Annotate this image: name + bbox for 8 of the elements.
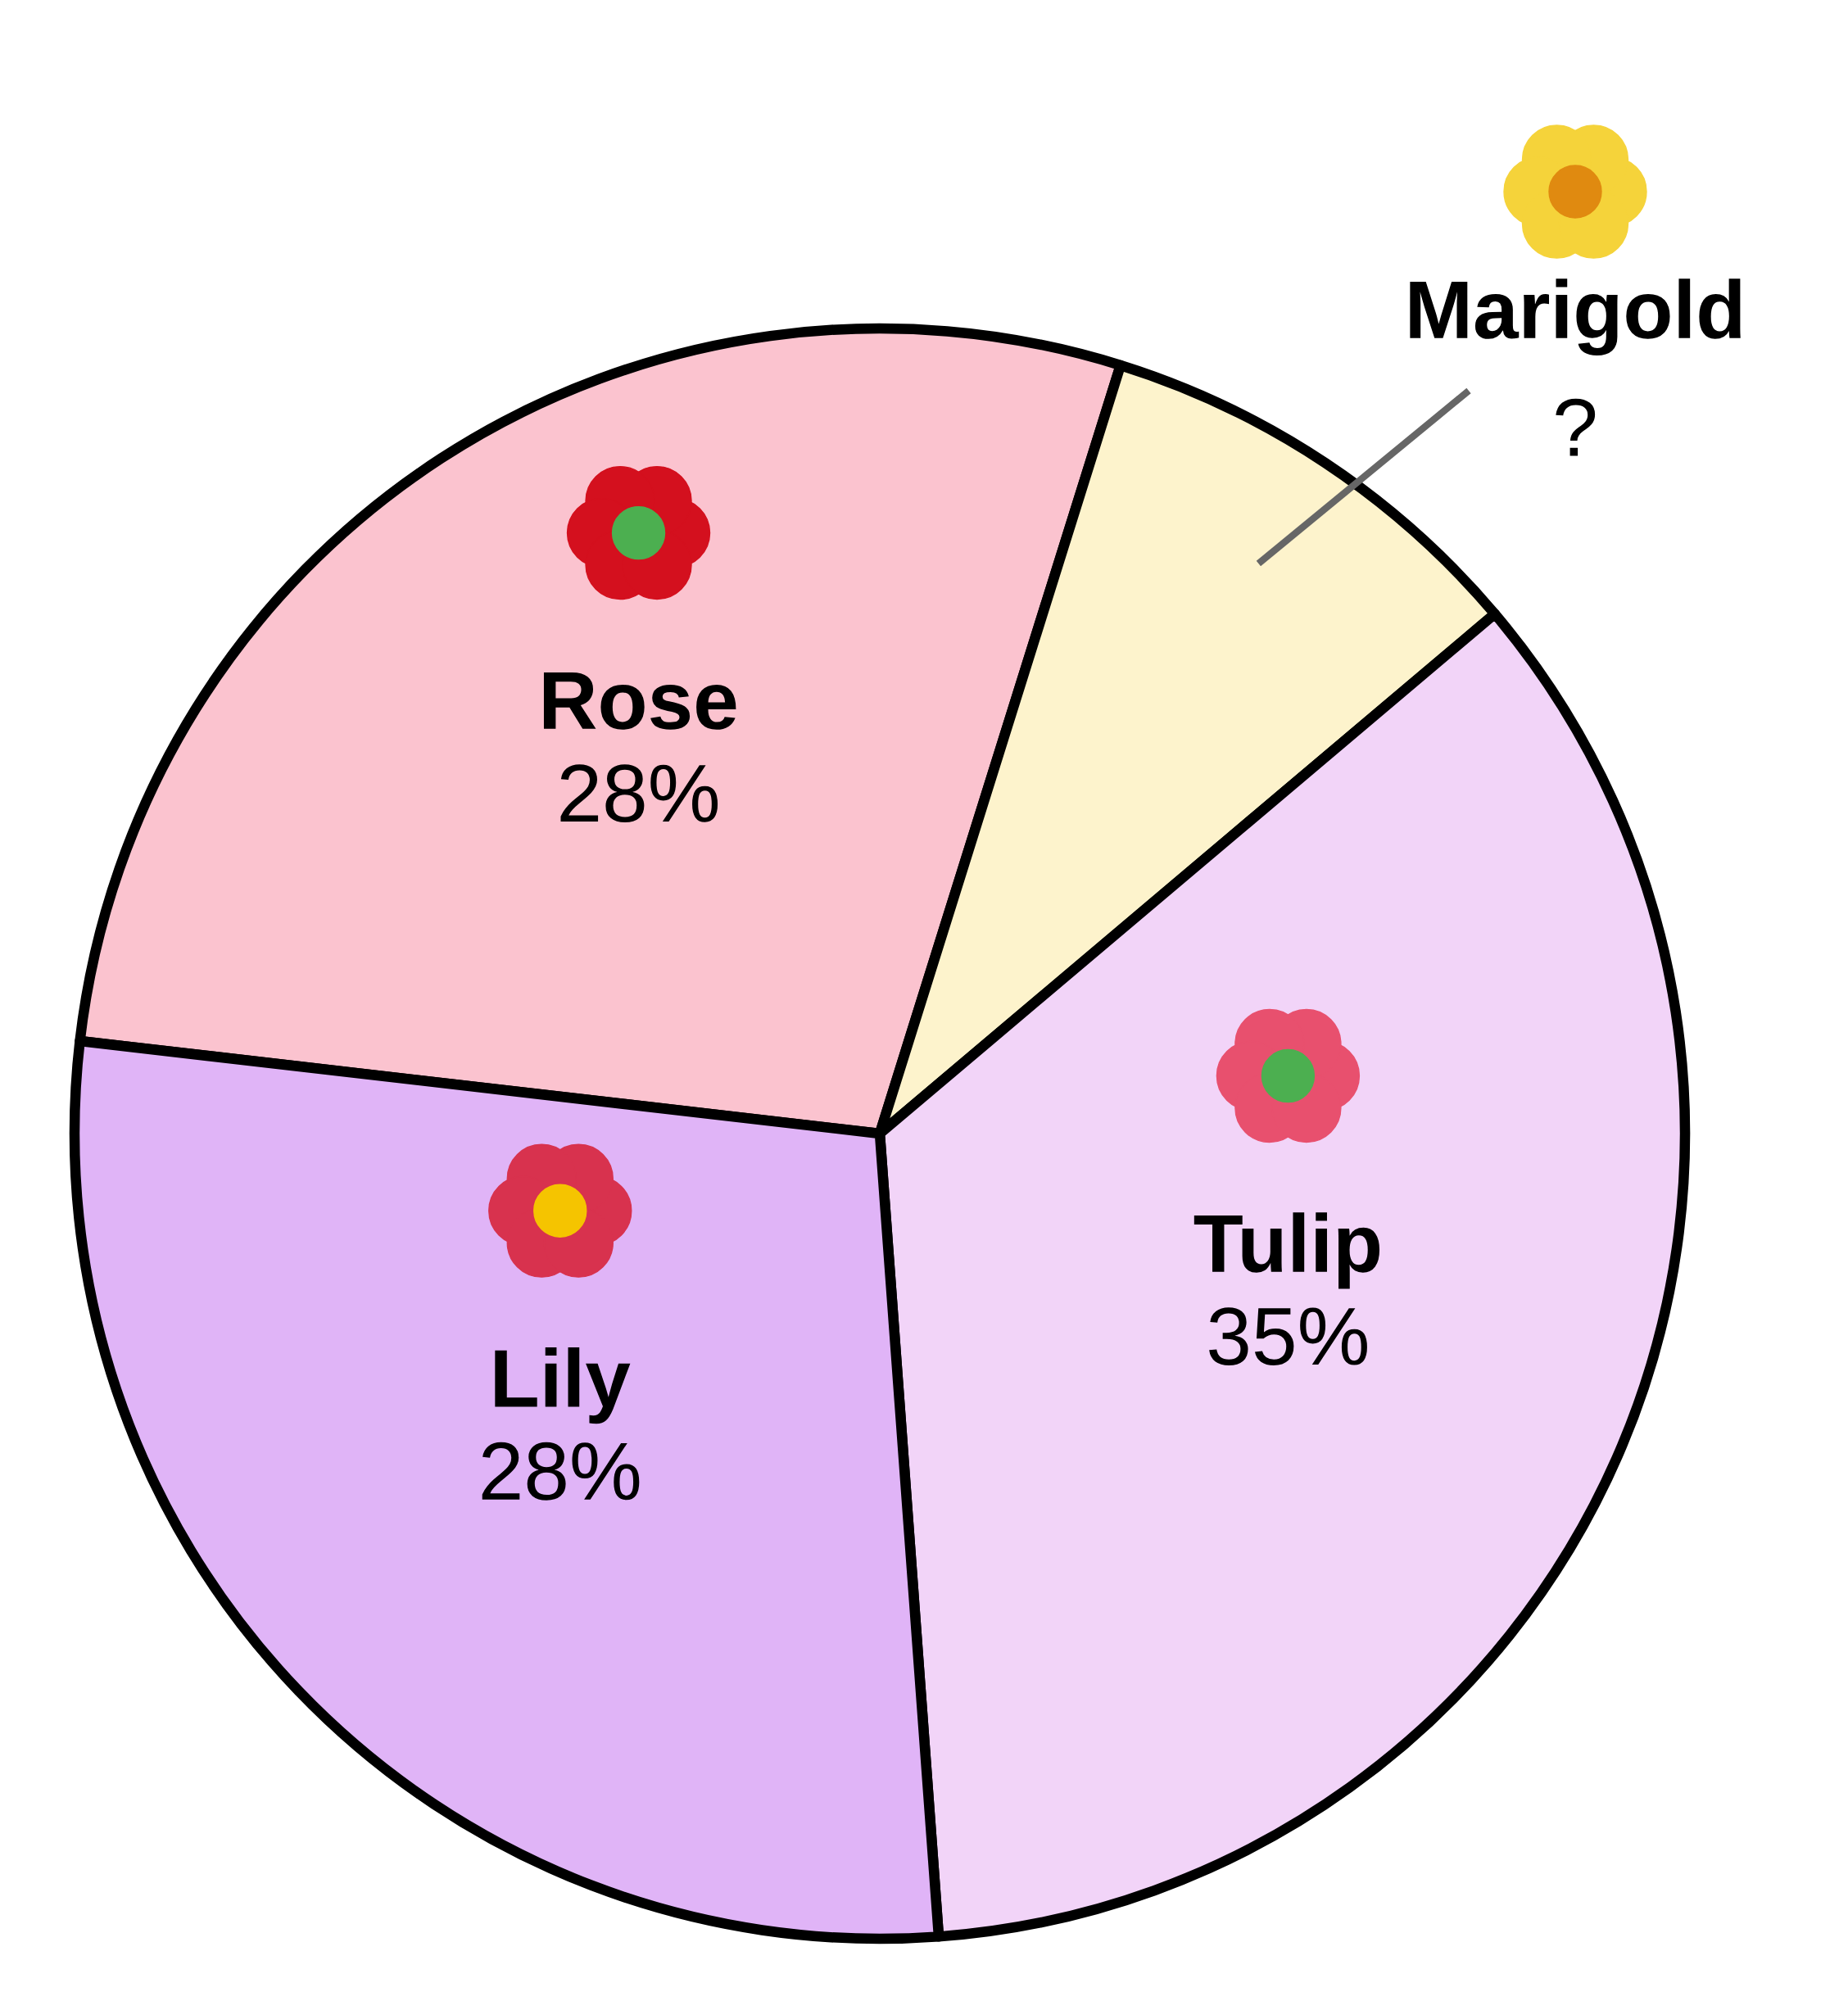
slice-label: Tulip [1194, 1212, 1380, 1289]
data-label: 28% [560, 764, 718, 823]
data-label: 28% [482, 1442, 640, 1501]
slice-label: Rose [543, 672, 736, 730]
data-label: ? [1556, 398, 1596, 456]
slice-label: Marigold [1410, 278, 1741, 355]
slice-label: Lily [495, 1347, 631, 1424]
data-label: 35% [1209, 1307, 1367, 1365]
